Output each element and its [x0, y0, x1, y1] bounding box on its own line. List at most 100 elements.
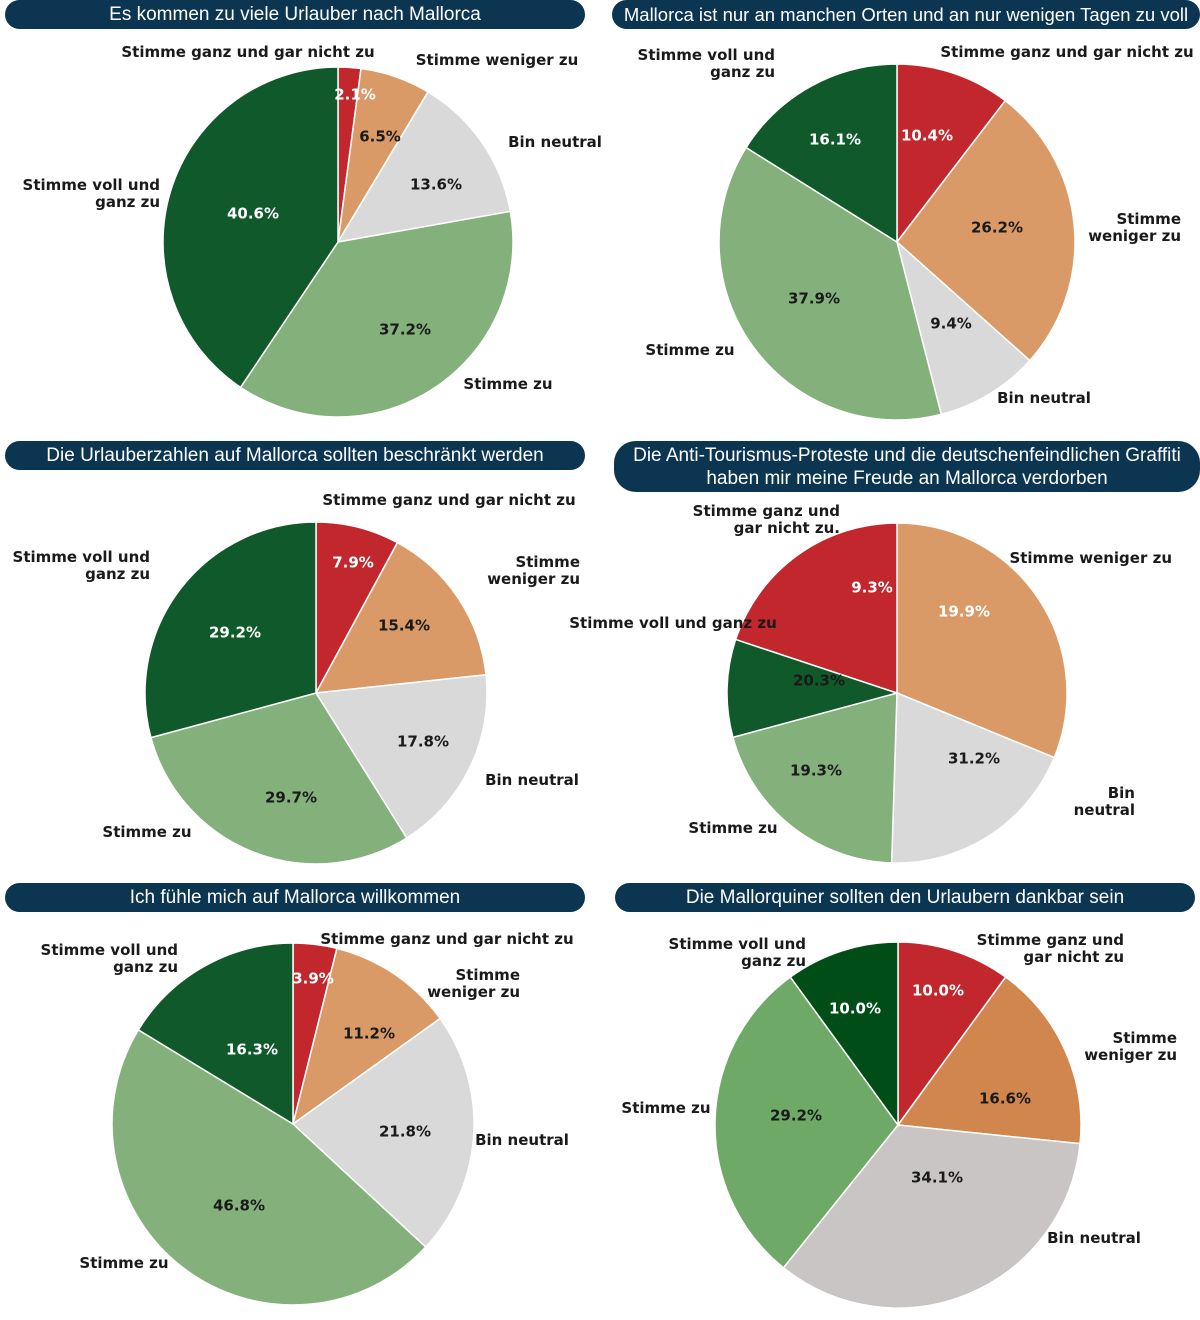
pie-slice-5 [789, 941, 899, 1128]
slice-percent-label: 31.2% [948, 750, 1000, 768]
slice-category-label: Stimme ganz und gar nicht zu [322, 491, 575, 509]
slice-percent-label: 20.3% [793, 672, 845, 690]
pie-slice-3 [895, 239, 1031, 416]
pie-chart-6: 10.0% 16.6% 34.1% 29.2% 10.0% Stimme ganz und… [621, 931, 1177, 1309]
chart-panel-6: Die Mallorquiner sollten den Urlaubern d… [600, 883, 1200, 1320]
slice-percent-label: 15.4% [378, 617, 430, 635]
slice-category-label: Stimme ganz und gar nicht zu [977, 931, 1124, 966]
slice-percent-label: 3.9% [292, 970, 334, 988]
pie-slice-3 [291, 1017, 475, 1249]
slice-category-label: Stimme zu [79, 1254, 168, 1272]
slice-category-label: Stimme zu [645, 341, 734, 359]
slice-category-label: Stimme weniger zu [1084, 1029, 1177, 1064]
chart-title-2: Mallorca ist nur an manchen Orten und an… [612, 0, 1200, 29]
slice-percent-label: 46.8% [213, 1197, 265, 1215]
chart-panel-4: Die Anti-Tourismus-Proteste und die deut… [569, 441, 1200, 878]
slice-percent-label: 29.7% [265, 789, 317, 807]
pie-slice-4 [714, 975, 899, 1269]
slice-percent-label: 9.3% [851, 579, 893, 597]
slice-category-label: Stimme voll und ganz zu [23, 176, 160, 211]
pie-chart-5: 3.9% 11.2% 21.8% 46.8% 16.3% Stimme ganz und … [41, 930, 574, 1306]
slice-category-label: Stimme voll und ganz zu [569, 614, 777, 632]
pie-slice-2 [896, 975, 1082, 1145]
pie-chart-3: 7.9% 15.4% 17.8% 29.7% 29.2% Stimme ganz und … [13, 491, 580, 865]
slice-category-label: Stimme voll und ganz zu [41, 941, 178, 976]
chart-title-3: Die Urlauberzahlen auf Mallorca sollten … [5, 441, 585, 470]
chart-panel-3: Die Urlauberzahlen auf Mallorca sollten … [0, 441, 600, 878]
pie-slice-3 [890, 691, 1056, 864]
slice-category-label: Bin neutral [485, 771, 579, 789]
slice-category-label: Stimme zu [102, 823, 191, 841]
pie-slice-3 [336, 90, 512, 244]
pie-slice-2 [896, 522, 1068, 759]
chart-title-4-line-2: haben mir meine Freude an Mallorca verdo… [706, 467, 1108, 489]
slice-percent-label: 21.8% [379, 1123, 431, 1141]
slice-category-label: Stimme weniger zu [427, 966, 520, 1001]
pie-slice-4 [718, 146, 943, 421]
chart-title-4-line-1: Die Anti-Tourismus-Proteste und die deut… [633, 444, 1181, 466]
chart-title-6: Die Mallorquiner sollten den Urlaubern d… [615, 883, 1195, 912]
pie-slice-5 [137, 942, 294, 1126]
chart-panel-2: Mallorca ist nur an manchen Orten und an… [600, 0, 1200, 437]
pie-slice-2 [895, 99, 1076, 362]
chart-title-4: Die Anti-Tourismus-Proteste und die deut… [614, 441, 1200, 492]
slice-percent-label: 9.4% [930, 315, 972, 333]
slice-category-label: Bin neutral [508, 133, 602, 151]
pie-slice-4 [239, 210, 514, 418]
pie-slice-5 [162, 66, 339, 389]
pie-chart-1: 2.1% 6.5% 13.6% 37.2% 40.6% Stimme ganz und g… [23, 43, 602, 418]
chart-panel-1: Es kommen zu viele Urlauber nach Mallorc… [0, 0, 602, 437]
slice-category-label: Bin neutral [997, 389, 1091, 407]
slice-percent-label: 37.2% [379, 321, 431, 339]
slice-category-label: Stimme zu [688, 819, 777, 837]
slice-percent-label: 10.0% [912, 982, 964, 1000]
slice-category-label: Stimme weniger zu [1009, 549, 1172, 567]
slice-percent-label: 16.3% [226, 1041, 278, 1059]
slice-percent-label: 17.8% [397, 733, 449, 751]
slice-percent-label: 6.5% [359, 128, 401, 146]
slice-category-label: Stimme zu [463, 375, 552, 393]
pie-slice-2 [291, 947, 442, 1126]
pie-slice-4 [731, 692, 898, 864]
pie-slice-5 [144, 521, 317, 739]
slice-category-label: Stimme weniger zu [416, 51, 579, 69]
slice-category-label: Bin neutral [475, 1131, 569, 1149]
pie-slice-5 [745, 63, 898, 244]
pie-slice-2 [314, 541, 487, 694]
slice-category-label: Stimme voll und ganz zu [13, 548, 150, 583]
pie-slice-3 [314, 673, 488, 839]
slice-percent-label: 16.6% [979, 1090, 1031, 1108]
slice-category-label: Stimme zu [621, 1099, 710, 1117]
slice-percent-label: 10.4% [901, 127, 953, 145]
slice-percent-label: 16.1% [809, 131, 861, 149]
slice-percent-label: 13.6% [410, 176, 462, 194]
slice-category-label: Stimme ganz und gar nicht zu. [693, 502, 840, 537]
pie-slice-3 [782, 1124, 1081, 1309]
pie-slice-5 [726, 638, 900, 739]
chart-panel-5: Ich fühle mich auf Mallorca willkommen 3… [0, 883, 600, 1320]
slice-category-label: Stimme ganz und gar nicht zu [940, 43, 1193, 61]
slice-category-label: Stimme weniger zu [487, 553, 580, 588]
pie-slice-1 [897, 941, 1007, 1128]
slice-category-label: Bin neutral [1074, 784, 1135, 819]
slice-percent-label: 10.0% [829, 1000, 881, 1018]
pie-chart-2: 10.4% 26.2% 9.4% 37.9% 16.1% Stimme ganz und … [638, 43, 1194, 421]
pie-slice-4 [111, 1028, 427, 1306]
slice-percent-label: 37.9% [788, 290, 840, 308]
slice-percent-label: 11.2% [343, 1025, 395, 1043]
chart-title-5: Ich fühle mich auf Mallorca willkommen [5, 883, 585, 912]
pie-slice-4 [149, 692, 408, 865]
slice-percent-label: 26.2% [971, 219, 1023, 237]
slice-percent-label: 7.9% [332, 554, 374, 572]
slice-category-label: Bin neutral [1047, 1229, 1141, 1247]
slice-percent-label: 19.3% [790, 762, 842, 780]
slice-percent-label: 40.6% [227, 205, 279, 223]
slice-category-label: Stimme ganz und gar nicht zu [121, 43, 374, 61]
slice-percent-label: 34.1% [911, 1169, 963, 1187]
pie-slice-1 [734, 522, 898, 695]
pie-chart-4: 19.9% 31.2% 19.3% 20.3% 9.3% Stimme ganz und g… [569, 502, 1172, 864]
slice-category-label: Stimme weniger zu [1088, 210, 1181, 245]
slice-percent-label: 19.9% [938, 603, 990, 621]
slice-percent-label: 29.2% [770, 1107, 822, 1125]
slice-category-label: Stimme ganz und gar nicht zu [320, 930, 573, 948]
